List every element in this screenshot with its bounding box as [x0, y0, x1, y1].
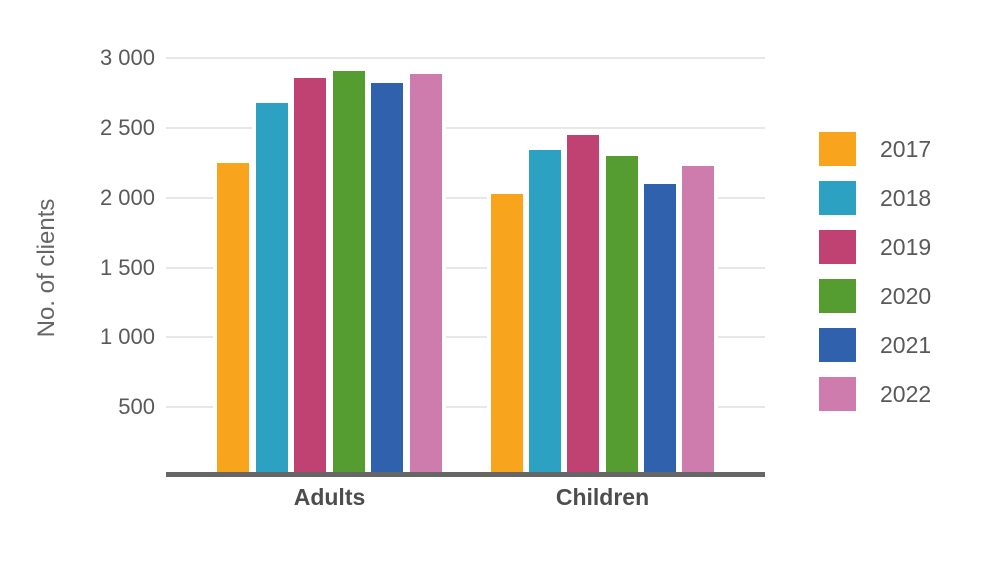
- gridline: [166, 266, 765, 269]
- bar-children-2021: [643, 183, 676, 477]
- legend-swatch-2022: [819, 377, 856, 411]
- legend-item-2020: 2020: [819, 279, 931, 313]
- bar-adults-2020: [332, 70, 365, 477]
- bar-children-2019: [567, 134, 600, 477]
- y-tick-label: 3 000: [99, 45, 155, 71]
- legend-swatch-2019: [819, 230, 856, 264]
- legend-label: 2019: [880, 233, 932, 260]
- gridline: [166, 57, 765, 60]
- bar-adults-2019: [294, 77, 327, 477]
- legend-item-2017: 2017: [819, 132, 931, 166]
- gridline: [166, 336, 765, 339]
- gridline: [166, 127, 765, 129]
- legend-item-2019: 2019: [819, 230, 931, 264]
- y-tick-label: 2 500: [99, 115, 155, 140]
- bar-adults-2022: [410, 73, 442, 477]
- category-label-children: Children: [555, 484, 650, 510]
- gridline: [166, 406, 765, 409]
- legend-item-2018: 2018: [819, 181, 931, 215]
- y-axis-title: No. of clients: [33, 198, 60, 338]
- legend-label: 2018: [880, 184, 932, 211]
- legend-label: 2017: [880, 135, 932, 162]
- gridline: [166, 196, 765, 199]
- legend-swatch-2017: [819, 132, 856, 166]
- legend-item-2021: 2021: [819, 328, 931, 362]
- x-axis-line: [166, 472, 765, 477]
- legend-label: 2021: [880, 331, 932, 358]
- legend-item-2022: 2022: [819, 377, 931, 411]
- bar-children-2017: [491, 193, 523, 477]
- legend-label: 2020: [880, 282, 932, 309]
- legend-swatch-2018: [819, 181, 856, 215]
- bar-children-2018: [529, 150, 562, 477]
- y-tick-label: 2 000: [99, 184, 155, 210]
- y-tick-label: 1 000: [99, 324, 155, 350]
- bar-adults-2021: [371, 83, 404, 477]
- y-tick-label: 500: [118, 394, 155, 420]
- bar-children-2022: [682, 165, 714, 477]
- legend: 2017 2018 2019 2020 2021 2022: [819, 132, 931, 426]
- legend-swatch-2020: [819, 279, 856, 313]
- category-label-adults: Adults: [293, 484, 366, 510]
- legend-label: 2022: [880, 380, 932, 407]
- bar-children-2020: [605, 155, 638, 477]
- legend-swatch-2021: [819, 328, 856, 362]
- y-tick-label: 1 500: [99, 254, 155, 280]
- bar-adults-2017: [217, 162, 249, 477]
- bar-adults-2018: [255, 102, 288, 477]
